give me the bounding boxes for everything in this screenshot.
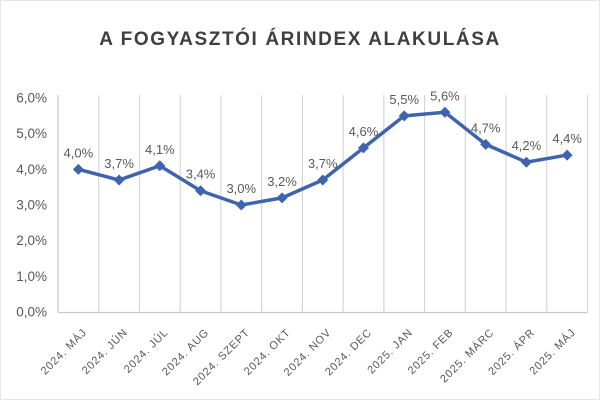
data-label: 3,2% <box>267 174 297 189</box>
gridlines-group <box>98 95 589 312</box>
y-tick-label: 4,0% <box>16 162 47 177</box>
data-label: 3,7% <box>308 156 338 171</box>
data-point-marker <box>195 185 207 197</box>
data-point-marker <box>276 192 288 204</box>
data-label: 4,0% <box>64 145 94 160</box>
data-label: 4,1% <box>145 142 175 157</box>
data-point-marker <box>561 149 573 161</box>
data-label: 3,7% <box>104 156 134 171</box>
data-point-marker <box>235 199 247 211</box>
data-point-marker <box>439 106 451 118</box>
y-axis-labels-group: 6,0% 5,0% 4,0% 3,0% 2,0% 1,0% 0,0% <box>16 91 47 320</box>
data-point-marker <box>72 163 84 175</box>
data-point-marker <box>317 174 329 186</box>
data-point-marker <box>154 160 166 172</box>
y-tick-label: 0,0% <box>16 305 47 320</box>
data-point-marker <box>520 156 532 168</box>
data-point-marker <box>357 142 369 154</box>
y-tick-label: 3,0% <box>16 198 47 213</box>
y-tick-label: 2,0% <box>16 233 47 248</box>
data-label: 5,6% <box>430 88 460 103</box>
data-label: 4,2% <box>512 138 542 153</box>
data-point-marker <box>113 174 125 186</box>
y-tick-label: 1,0% <box>16 269 47 284</box>
data-label: 4,6% <box>349 124 379 139</box>
markers-group <box>72 106 573 211</box>
data-label: 4,4% <box>552 131 582 146</box>
data-labels-group: 4,0% 3,7% 4,1% 3,4% 3,0% 3,2% 3,7% 4,6% 5,5% 5,6%… <box>64 88 583 196</box>
y-tick-label: 5,0% <box>16 126 47 141</box>
data-label: 3,0% <box>226 181 256 196</box>
data-label: 5,5% <box>389 92 419 107</box>
data-label: 4,7% <box>471 120 501 135</box>
data-label: 3,4% <box>186 167 216 182</box>
data-point-marker <box>398 110 410 122</box>
data-point-marker <box>480 138 492 150</box>
chart-title: A FOGYASZTÓI ÁRINDEX ALAKULÁSA <box>99 29 501 50</box>
y-tick-label: 6,0% <box>16 91 47 106</box>
